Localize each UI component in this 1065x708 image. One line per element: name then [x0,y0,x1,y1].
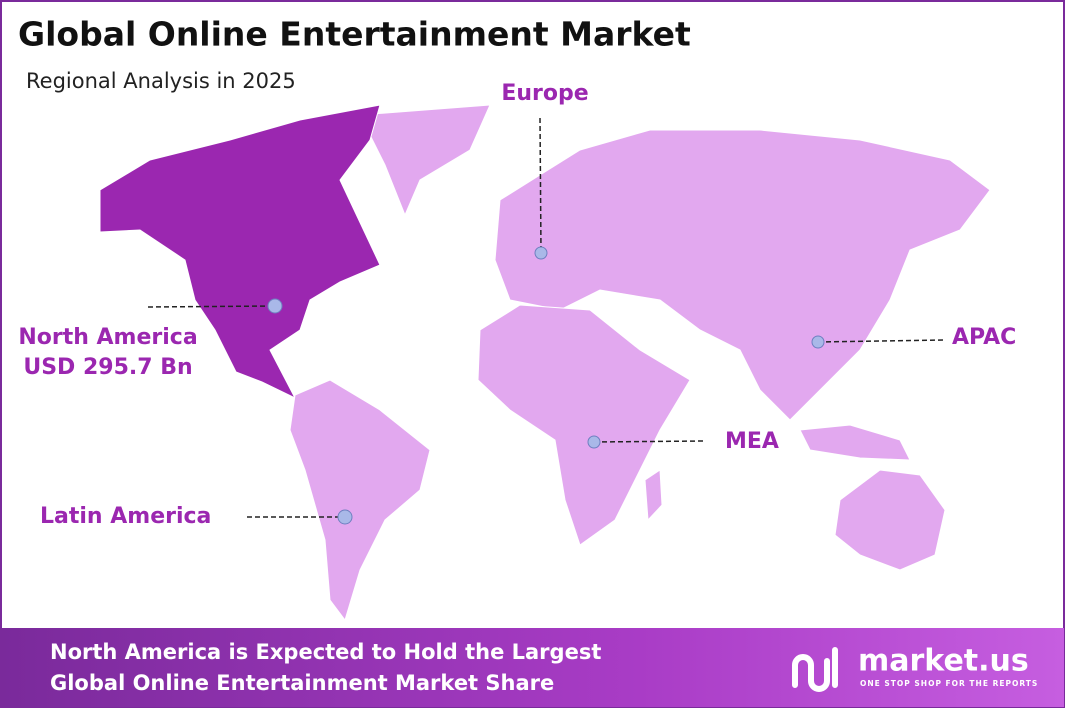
logo: market.us ONE STOP SHOP FOR THE REPORTS [792,644,1038,692]
marker [811,335,825,349]
footer-line: North America is Expected to Hold the La… [50,640,601,664]
footer-band [1,628,1064,707]
region-label: APAC [952,325,1016,350]
region-label: Europe [501,81,588,106]
subtitle: Regional Analysis in 2025 [26,69,296,93]
africa [477,304,691,546]
south-america [289,379,431,622]
leader-line [817,339,946,343]
greenland [359,104,491,217]
north-america [99,104,381,400]
marker [337,509,353,525]
logo-tagline: ONE STOP SHOP FOR THE REPORTS [860,679,1038,688]
australia [834,469,946,571]
region-value: USD 295.7 Bn [23,355,192,380]
leader-line [539,117,542,254]
marker [267,298,283,314]
leader-line [593,440,704,443]
leader-line [147,305,276,308]
logo-icon [792,647,838,692]
region-label: Latin America [40,504,211,529]
maritime-asia [799,424,911,461]
logo-name: market.us [858,644,1029,679]
marker [534,246,548,260]
callouts: Europe North America USD 295.7 Bn APAC M… [18,81,1016,529]
region-label: North America [18,325,197,350]
footer-line: Global Online Entertainment Market Share [50,671,554,695]
world-map [99,104,991,622]
madagascar [644,469,663,522]
marker [587,435,601,449]
title: Global Online Entertainment Market [18,15,691,54]
region-label: MEA [725,429,779,454]
eurasia [494,129,991,421]
